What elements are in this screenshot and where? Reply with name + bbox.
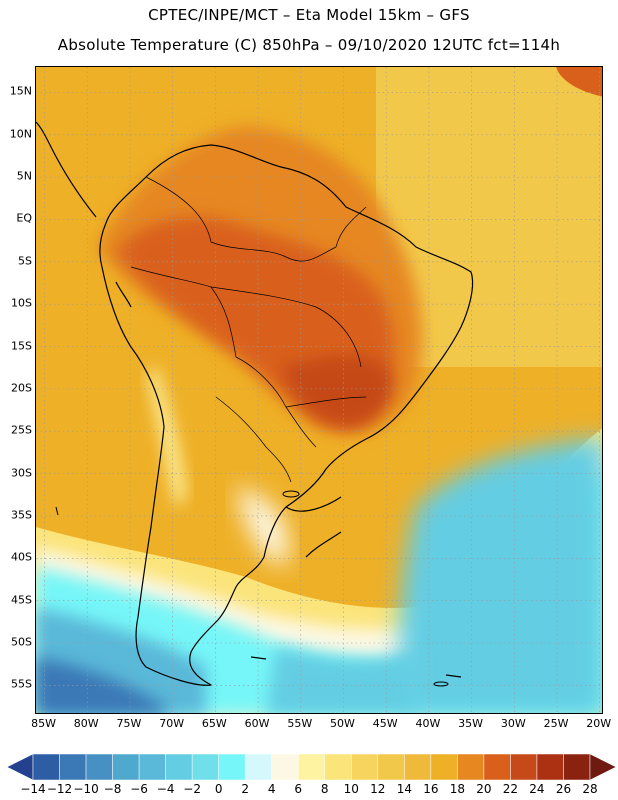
colorbar-swatch [351, 753, 379, 781]
temperature-field [36, 67, 602, 713]
latitude-label: 45S [11, 593, 32, 607]
colorbar-swatch [59, 753, 87, 781]
longitude-label: 40W [415, 717, 441, 730]
longitude-label: 65W [201, 717, 227, 730]
longitude-label: 85W [31, 717, 56, 730]
longitude-label: 60W [244, 717, 270, 730]
colorbar-swatch [457, 753, 485, 781]
colorbar-tick-label: 10 [343, 782, 359, 796]
colorbar-tick-label: −6 [130, 782, 148, 796]
colorbar-tick-label: 4 [267, 782, 276, 796]
longitude-label: 30W [500, 717, 526, 730]
colorbar-swatch [510, 753, 538, 781]
latitude-label: 5S [18, 254, 32, 268]
colorbar-swatch [165, 753, 193, 781]
colorbar-tick-label: 14 [396, 782, 412, 796]
latitude-label: 25S [11, 423, 32, 437]
colorbar-swatch [244, 753, 272, 781]
latitude-label: 20S [11, 381, 32, 395]
longitude-label: 25W [543, 717, 569, 730]
colorbar-swatch [112, 753, 140, 781]
colorbar-swatch [483, 753, 511, 781]
colorbar-swatch [32, 753, 60, 781]
longitude-label: 45W [372, 717, 398, 730]
latitude-label: 55S [11, 677, 32, 691]
colorbar-tick-label: 6 [294, 782, 303, 796]
colorbar-swatch [218, 753, 246, 781]
colorbar-tick-label: 24 [529, 782, 545, 796]
colorbar-tick-label: 2 [241, 782, 250, 796]
latitude-label: 50S [11, 635, 32, 649]
latitude-label: 5N [16, 169, 32, 183]
colorbar-tick-label: −14 [20, 782, 46, 796]
latitude-label: 15N [9, 84, 32, 98]
latitude-label: EQ [16, 211, 32, 225]
longitude-label: 20W [586, 717, 612, 730]
colorbar-tick-label: 18 [449, 782, 466, 796]
colorbar-swatch [589, 753, 617, 781]
map-title-variable: Absolute Temperature (C) 850hPa – 09/10/… [57, 36, 561, 54]
colorbar-swatch [85, 753, 113, 781]
longitude-label: 35W [458, 717, 484, 730]
latitude-label: 30S [11, 466, 32, 480]
colorbar-tick-label: −12 [46, 782, 73, 796]
longitude-label: 70W [159, 717, 185, 730]
latitude-label: 35S [11, 508, 32, 522]
colorbar-tick-label: −8 [103, 782, 122, 796]
colorbar-swatch [563, 753, 591, 781]
latitude-label: 10N [9, 127, 32, 141]
colorbar-tick-label: −4 [156, 782, 175, 796]
colorbar-tick-label: 8 [320, 782, 329, 796]
colorbar-tick-label: 22 [502, 782, 519, 796]
coastline [36, 121, 474, 686]
colorbar-tick-label: 16 [423, 782, 439, 796]
map-title-source: CPTEC/INPE/MCT – Eta Model 15km – GFS [148, 6, 470, 24]
colorbar-swatch [297, 753, 326, 781]
temperature-map [35, 66, 603, 714]
colorbar-swatch [536, 753, 564, 781]
graticule [36, 67, 602, 713]
latitude-label: 15S [11, 339, 32, 353]
colorbar-tick-label: 20 [476, 782, 492, 796]
colorbar-swatch [324, 753, 352, 781]
colorbar-tick-label: 0 [214, 782, 223, 796]
lakes-and-islands [282, 490, 449, 687]
longitude-label: 75W [116, 717, 142, 730]
longitude-label: 50W [330, 717, 355, 730]
colorbar-swatch [138, 753, 166, 781]
latitude-label: 10S [11, 296, 32, 310]
latitude-label: 40S [11, 550, 32, 564]
colorbar-tick-label: −2 [183, 782, 201, 796]
colorbar-swatch [430, 753, 458, 781]
longitude-label: 80W [73, 717, 99, 730]
colorbar-tick-label: 12 [370, 782, 386, 796]
colorbar-swatch [377, 753, 405, 781]
longitude-label: 55W [287, 717, 313, 730]
colorbar-swatch [6, 753, 34, 781]
colorbar-tick-label: −10 [73, 782, 99, 796]
colorbar-swatch [271, 753, 299, 781]
colorbar-swatch [404, 753, 432, 781]
temperature-colorbar [6, 753, 617, 781]
colorbar-tick-label: 26 [555, 782, 572, 796]
country-borders [130, 176, 367, 483]
colorbar-swatch [191, 753, 219, 781]
colorbar-tick-label: 28 [582, 782, 598, 796]
